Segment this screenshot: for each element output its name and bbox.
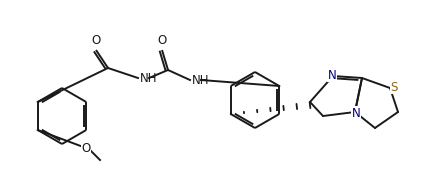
Text: N: N (328, 68, 336, 81)
Text: O: O (157, 34, 167, 47)
Text: S: S (390, 81, 398, 94)
Text: O: O (81, 142, 91, 155)
Text: NH: NH (140, 71, 158, 84)
Text: N: N (351, 107, 360, 119)
Text: O: O (91, 34, 101, 47)
Text: NH: NH (192, 73, 210, 86)
